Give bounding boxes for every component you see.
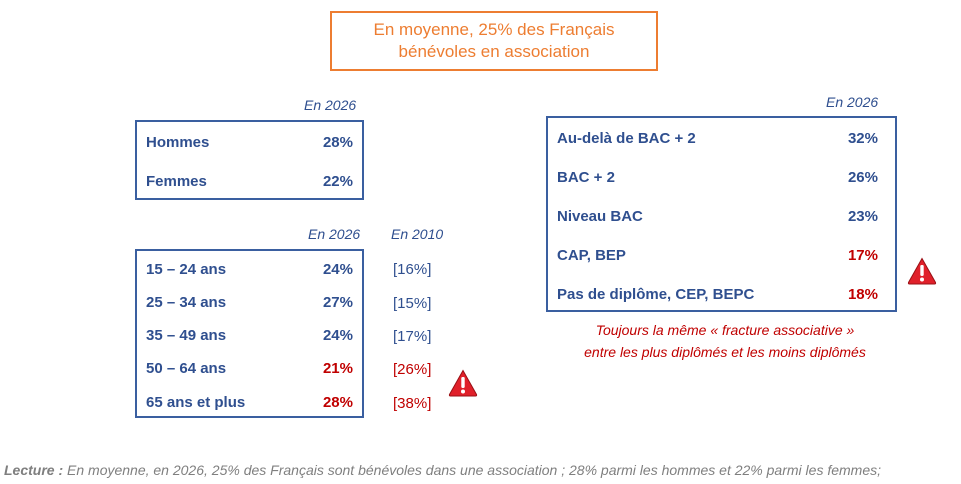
title-line-1: En moyenne, 25% des Français xyxy=(373,20,615,39)
table-row: Hommes 28% xyxy=(137,134,362,154)
old-value: [17%] xyxy=(393,328,432,345)
row-value: 18% xyxy=(847,286,878,303)
row-value: 24% xyxy=(322,327,353,344)
warning-icon xyxy=(907,257,937,285)
table-row: Au-delà de BAC + 2 32% xyxy=(548,130,895,150)
row-value: 28% xyxy=(322,394,353,411)
age-year-label: En 2026 xyxy=(308,226,361,242)
row-label: Niveau BAC xyxy=(557,208,643,225)
table-row: 15 – 24 ans 24% xyxy=(137,261,362,281)
row-value: 21% xyxy=(322,360,353,377)
row-label: 15 – 24 ans xyxy=(146,261,227,278)
row-label: CAP, BEP xyxy=(557,247,626,264)
table-row: 25 – 34 ans 27% xyxy=(137,294,362,314)
sex-year-label: En 2026 xyxy=(304,97,357,113)
row-label: BAC + 2 xyxy=(557,169,615,186)
title-line-2: bénévoles en association xyxy=(398,42,590,61)
row-value: 28% xyxy=(322,134,353,151)
education-table: Au-delà de BAC + 2 32% BAC + 2 26% Nivea… xyxy=(546,116,897,312)
row-value: 27% xyxy=(322,294,353,311)
table-row: 50 – 64 ans 21% xyxy=(137,360,362,380)
row-value: 32% xyxy=(847,130,878,147)
table-row: BAC + 2 26% xyxy=(548,169,895,189)
row-label: 35 – 49 ans xyxy=(146,327,227,344)
old-value: [16%] xyxy=(393,261,432,278)
row-value: 26% xyxy=(847,169,878,186)
warning-icon xyxy=(448,369,478,397)
row-label: Pas de diplôme, CEP, BEPC xyxy=(557,286,755,303)
education-note-line-2: entre les plus diplômés et les moins dip… xyxy=(584,344,866,360)
row-value: 22% xyxy=(322,173,353,190)
table-row: CAP, BEP 17% xyxy=(548,247,895,267)
table-row: 65 ans et plus 28% xyxy=(137,394,362,414)
sex-table: Hommes 28% Femmes 22% xyxy=(135,120,364,200)
education-note-line-1: Toujours la même « fracture associative … xyxy=(595,322,855,338)
footer-prefix: Lecture : xyxy=(4,462,64,478)
age-table: 15 – 24 ans 24% 25 – 34 ans 27% 35 – 49 … xyxy=(135,249,364,418)
edu-year-label: En 2026 xyxy=(826,94,879,110)
row-value: 24% xyxy=(322,261,353,278)
footer-lecture: Lecture : En moyenne, en 2026, 25% des F… xyxy=(4,462,881,478)
row-label: 50 – 64 ans xyxy=(146,360,227,377)
row-label: 25 – 34 ans xyxy=(146,294,227,311)
old-value: [26%] xyxy=(393,361,432,378)
title-box: En moyenne, 25% des Français bénévoles e… xyxy=(330,11,658,71)
row-value: 17% xyxy=(847,247,878,264)
row-value: 23% xyxy=(847,208,878,225)
table-row: Femmes 22% xyxy=(137,173,362,193)
footer-text: En moyenne, en 2026, 25% des Français so… xyxy=(63,462,882,478)
table-row: 35 – 49 ans 24% xyxy=(137,327,362,347)
age-old-year-label: En 2010 xyxy=(391,226,444,242)
row-label: Hommes xyxy=(146,134,210,151)
row-label: 65 ans et plus xyxy=(146,394,246,411)
table-row: Pas de diplôme, CEP, BEPC 18% xyxy=(548,286,895,306)
row-label: Au-delà de BAC + 2 xyxy=(557,130,696,147)
table-row: Niveau BAC 23% xyxy=(548,208,895,228)
row-label: Femmes xyxy=(146,173,207,190)
old-value: [38%] xyxy=(393,395,432,412)
old-value: [15%] xyxy=(393,295,432,312)
